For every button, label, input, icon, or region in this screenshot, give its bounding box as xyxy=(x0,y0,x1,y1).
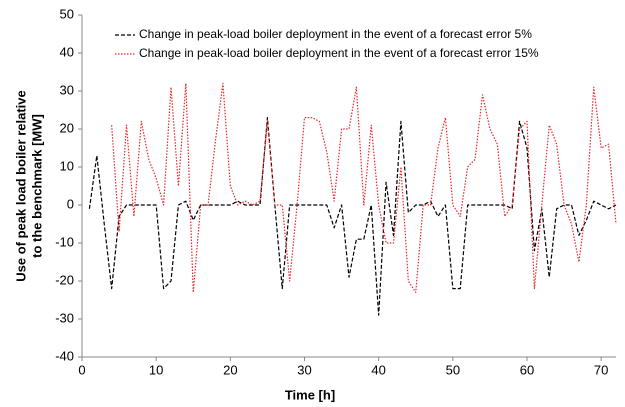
x-tick-label: 10 xyxy=(149,362,163,377)
x-tick-label: 60 xyxy=(520,362,534,377)
legend-label: Change in peak-load boiler deployment in… xyxy=(139,27,532,41)
data-line xyxy=(111,82,617,293)
y-tick-label: 50 xyxy=(60,6,74,21)
y-tick-label: -40 xyxy=(55,348,74,363)
y-tick-label: 0 xyxy=(67,196,74,211)
y-tick-label: 10 xyxy=(60,158,74,173)
y-tick-label: -30 xyxy=(55,310,74,325)
y-tick-label: 30 xyxy=(60,82,74,97)
y-axis-label: to the benchmark [MW] xyxy=(29,114,44,258)
x-axis-label: Time [h] xyxy=(285,387,335,402)
y-tick-label: -10 xyxy=(55,234,74,249)
y-tick-label: -20 xyxy=(55,272,74,287)
x-tick-label: 0 xyxy=(78,362,85,377)
legend-label: Change in peak-load boiler deployment in… xyxy=(139,46,539,60)
x-tick-label: 20 xyxy=(223,362,237,377)
y-tick-label: 40 xyxy=(60,44,74,59)
y-tick-label: 20 xyxy=(60,120,74,135)
x-tick-label: 40 xyxy=(371,362,385,377)
data-line xyxy=(88,117,617,316)
x-tick-label: 70 xyxy=(594,362,608,377)
x-tick-label: 50 xyxy=(446,362,460,377)
y-axis-label: Use of peak load boiler relative xyxy=(13,90,28,281)
x-tick-label: 30 xyxy=(297,362,311,377)
